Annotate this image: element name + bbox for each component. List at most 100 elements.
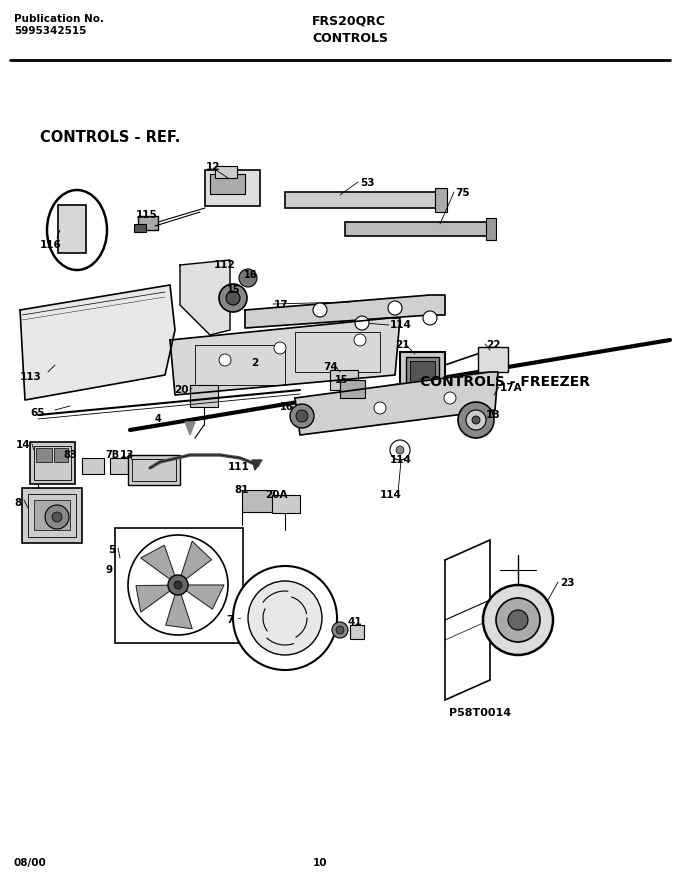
- Text: 13: 13: [120, 450, 135, 460]
- Text: FRS20QRC: FRS20QRC: [312, 14, 386, 27]
- Polygon shape: [252, 460, 262, 470]
- Text: 08/00: 08/00: [14, 858, 47, 868]
- Circle shape: [496, 598, 540, 642]
- Bar: [34, 500, 70, 530]
- Bar: [82, 458, 104, 474]
- Bar: [132, 459, 176, 481]
- Polygon shape: [185, 422, 195, 435]
- Text: 114: 114: [390, 320, 412, 330]
- Circle shape: [466, 410, 486, 430]
- Circle shape: [219, 354, 231, 366]
- Circle shape: [332, 622, 348, 638]
- Text: 23: 23: [560, 578, 575, 588]
- Circle shape: [239, 269, 257, 287]
- Text: 15: 15: [335, 375, 348, 385]
- Bar: [330, 370, 358, 390]
- Polygon shape: [180, 260, 230, 335]
- Circle shape: [472, 416, 480, 424]
- Circle shape: [128, 535, 228, 635]
- Circle shape: [444, 392, 456, 404]
- Bar: [195, 345, 285, 385]
- Text: 111: 111: [228, 462, 250, 472]
- Bar: [345, 222, 493, 236]
- Text: 18: 18: [486, 410, 500, 420]
- Text: CONTROLS - FREEZER: CONTROLS - FREEZER: [420, 375, 590, 389]
- Circle shape: [45, 505, 69, 529]
- Text: 7: 7: [226, 615, 233, 625]
- Text: 12: 12: [206, 162, 220, 172]
- Circle shape: [226, 291, 240, 305]
- Bar: [34, 446, 71, 480]
- Text: 65: 65: [30, 408, 44, 418]
- Polygon shape: [141, 545, 175, 580]
- Bar: [54, 448, 68, 462]
- Circle shape: [174, 581, 182, 589]
- Polygon shape: [170, 318, 400, 395]
- Text: 9: 9: [105, 565, 112, 575]
- Circle shape: [313, 303, 327, 317]
- Circle shape: [354, 334, 366, 346]
- Text: 20: 20: [174, 385, 188, 395]
- Circle shape: [52, 512, 62, 522]
- Text: 114: 114: [390, 455, 412, 465]
- Circle shape: [388, 301, 402, 315]
- Text: 22: 22: [486, 340, 500, 350]
- Bar: [205, 170, 260, 206]
- Text: 16: 16: [280, 402, 294, 412]
- Polygon shape: [245, 295, 445, 328]
- Circle shape: [336, 626, 344, 634]
- Text: Publication No.: Publication No.: [14, 14, 104, 24]
- Text: 17A: 17A: [500, 383, 523, 393]
- Bar: [272, 495, 300, 513]
- Circle shape: [390, 440, 410, 460]
- Circle shape: [423, 311, 437, 325]
- Text: 16: 16: [244, 270, 258, 280]
- Polygon shape: [20, 285, 175, 400]
- Bar: [58, 205, 86, 253]
- Text: 75: 75: [455, 188, 470, 198]
- Circle shape: [458, 402, 494, 438]
- Text: 112: 112: [214, 260, 236, 270]
- Text: 10: 10: [313, 858, 327, 868]
- Circle shape: [290, 404, 314, 428]
- Bar: [406, 357, 439, 387]
- Text: 5995342515: 5995342515: [14, 26, 86, 36]
- Bar: [410, 361, 435, 383]
- Polygon shape: [295, 372, 498, 435]
- Bar: [400, 352, 445, 394]
- Bar: [340, 380, 365, 398]
- Text: 41: 41: [348, 617, 362, 627]
- Circle shape: [355, 316, 369, 330]
- Bar: [242, 490, 274, 512]
- Circle shape: [296, 410, 308, 422]
- Text: 116: 116: [40, 240, 62, 250]
- Bar: [295, 332, 380, 372]
- Polygon shape: [180, 542, 211, 580]
- Circle shape: [248, 581, 322, 655]
- Text: 53: 53: [360, 178, 375, 188]
- Circle shape: [483, 585, 553, 655]
- Circle shape: [508, 610, 528, 630]
- Bar: [36, 448, 52, 462]
- Circle shape: [396, 446, 404, 454]
- Text: CONTROLS - REF.: CONTROLS - REF.: [40, 130, 180, 145]
- Text: 4: 4: [155, 414, 162, 424]
- Text: 14: 14: [16, 440, 31, 450]
- Text: 20A: 20A: [265, 490, 288, 500]
- Polygon shape: [166, 593, 192, 629]
- Bar: [350, 625, 364, 639]
- Bar: [210, 174, 245, 194]
- Bar: [30, 442, 75, 484]
- Circle shape: [233, 566, 337, 670]
- Text: 74: 74: [323, 362, 338, 372]
- Text: 8: 8: [14, 498, 21, 508]
- Circle shape: [274, 342, 286, 354]
- Text: 15: 15: [227, 285, 241, 295]
- Bar: [22, 488, 82, 543]
- Bar: [486, 218, 496, 240]
- Bar: [28, 494, 76, 537]
- Bar: [215, 166, 237, 178]
- Text: 2: 2: [252, 358, 258, 368]
- Bar: [285, 192, 440, 208]
- Text: 7B: 7B: [105, 450, 119, 460]
